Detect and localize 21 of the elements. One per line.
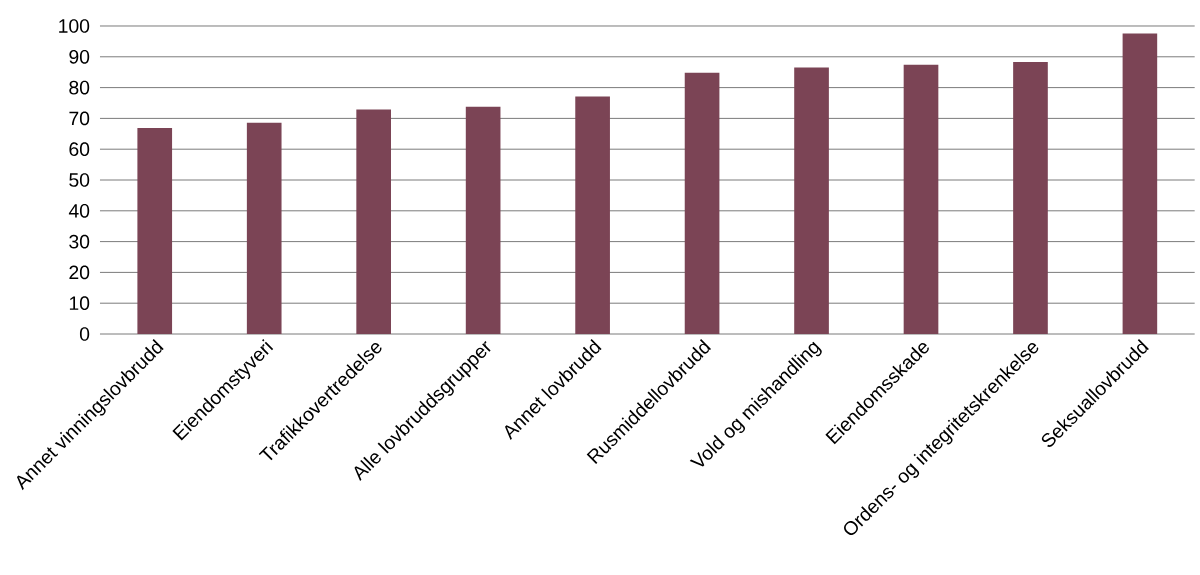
y-tick-label: 100: [59, 19, 90, 33]
bar: [903, 64, 939, 334]
bar: [137, 127, 173, 334]
bar: [684, 72, 720, 334]
y-tick-label: 90: [69, 49, 90, 64]
y-tick-label: 10: [69, 296, 90, 311]
bar: [246, 122, 282, 334]
y-tick-label: 20: [69, 265, 90, 280]
bar: [356, 109, 391, 334]
bar: [1122, 33, 1158, 334]
bar: [794, 67, 829, 334]
y-tick-label: 70: [69, 111, 90, 126]
bar: [1013, 62, 1048, 334]
y-tick-label: 30: [69, 234, 90, 249]
y-tick-label: 40: [68, 203, 90, 218]
y-tick-label: 0: [79, 327, 90, 341]
y-tick-label: 50: [69, 173, 90, 187]
bar: [575, 96, 610, 334]
y-tick-label: 60: [69, 142, 90, 157]
y-tick-label: 80: [69, 80, 90, 95]
bar: [465, 106, 501, 334]
